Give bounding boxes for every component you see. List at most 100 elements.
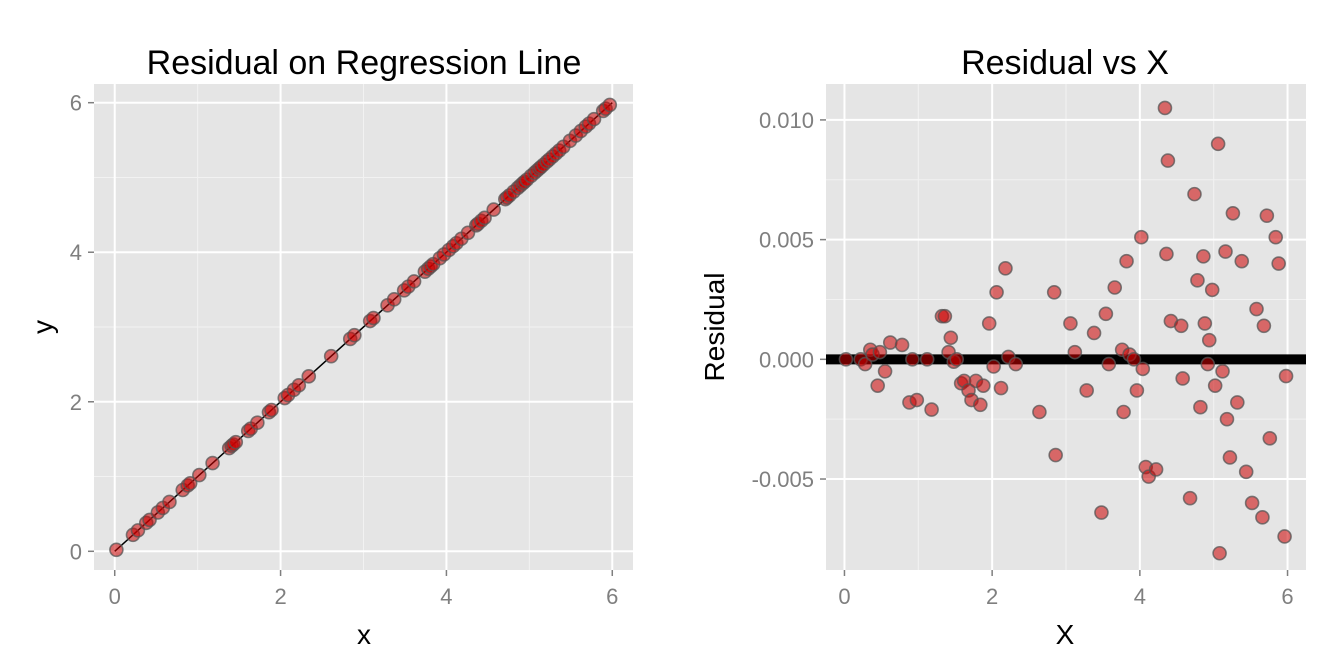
data-point (1259, 208, 1275, 223)
x-tick-label: 2 (986, 584, 998, 609)
data-point (986, 359, 1001, 374)
data-point (477, 210, 492, 226)
data-point (1126, 352, 1142, 367)
data-point (1048, 447, 1063, 463)
data-point (1008, 356, 1024, 372)
data-point (1086, 325, 1102, 341)
y-tick-label: 0.005 (759, 228, 814, 253)
data-point (1201, 332, 1217, 348)
data-point (998, 261, 1013, 276)
data-point (1222, 450, 1238, 465)
chart-title: Residual on Regression Line (147, 44, 582, 82)
data-point (586, 111, 602, 127)
data-point (1234, 253, 1250, 269)
tick-labels: 0 2 4 6 0.010 0.005 0.000 -0.005 (752, 108, 1294, 609)
data-point (386, 292, 402, 307)
data-point (1215, 363, 1230, 379)
grid-lines (94, 84, 633, 570)
y-tick-label: 6 (70, 91, 82, 116)
data-point (1129, 383, 1145, 398)
data-point (1271, 256, 1286, 271)
x-tick-label: 6 (1281, 584, 1293, 609)
residual-vs-x-panel: Residual vs X 0 2 4 60.0100.0050.000-0.005 … (699, 44, 1306, 650)
data-point (250, 415, 265, 431)
data-point (1262, 431, 1278, 446)
y-tick-label: 2 (70, 390, 82, 415)
data-point (949, 352, 965, 367)
data-point (973, 397, 988, 413)
data-point (872, 344, 888, 360)
chart-title: Residual vs X (961, 44, 1169, 82)
data-point (1079, 383, 1094, 398)
data-point (1119, 253, 1134, 269)
data-point (406, 274, 422, 289)
y-tick-label: 4 (70, 240, 82, 265)
data-point (943, 330, 959, 346)
x-axis-title: X (1056, 619, 1075, 650)
x-tick-label: 4 (440, 584, 452, 609)
data-point (1268, 229, 1284, 245)
data-point (894, 337, 910, 353)
y-axis-title: Residual (699, 273, 730, 382)
data-point (993, 380, 1009, 396)
data-point (937, 308, 953, 324)
y-tick-label: 0 (70, 539, 82, 564)
x-tick-label: 4 (1134, 584, 1146, 609)
data-point (1249, 301, 1264, 317)
data-point (1193, 399, 1208, 415)
x-tick-label: 2 (274, 584, 286, 609)
data-point (182, 475, 198, 491)
data-point (1182, 490, 1198, 506)
data-point (205, 455, 220, 471)
data-point (905, 352, 920, 367)
data-point (264, 402, 279, 418)
data-marks (826, 100, 1306, 561)
data-point (1238, 464, 1254, 480)
data-point (1212, 545, 1227, 561)
data-point (301, 369, 317, 384)
data-point (870, 378, 885, 393)
data-point (486, 202, 501, 217)
data-point (1219, 411, 1235, 427)
data-point (1175, 371, 1190, 386)
data-point (1218, 244, 1233, 259)
data-point (857, 356, 873, 372)
data-point (919, 352, 935, 367)
data-point (1094, 505, 1109, 520)
data-point (323, 348, 339, 364)
x-tick-label: 0 (838, 584, 850, 609)
data-point (1032, 404, 1047, 420)
y-axis-title: y (27, 320, 58, 334)
data-point (989, 284, 1004, 300)
data-point (1046, 284, 1062, 300)
x-axis-title: x (357, 619, 371, 650)
data-point (291, 378, 307, 393)
data-point (602, 97, 618, 113)
data-point (882, 335, 898, 350)
data-point (1277, 529, 1292, 544)
data-point (366, 310, 381, 326)
data-point (1160, 153, 1176, 168)
data-point (1101, 356, 1117, 372)
data-point (1255, 510, 1270, 525)
data-point (1107, 280, 1123, 295)
data-point (1244, 495, 1260, 511)
data-point (1173, 318, 1189, 334)
data-point (162, 494, 177, 510)
data-point (1196, 249, 1211, 264)
data-point (981, 316, 997, 331)
y-tick-label: -0.005 (752, 467, 814, 492)
data-marks (109, 97, 618, 558)
data-point (1063, 316, 1078, 331)
data-point (1067, 344, 1083, 360)
data-point (347, 327, 362, 343)
data-point (1204, 282, 1220, 298)
regression-line-panel: Residual on Regression Line 0 2 4 6 0 2 4 6 x y (27, 44, 633, 650)
data-point (975, 378, 991, 393)
x-tick-label: 0 (109, 584, 121, 609)
tick-labels: 0 2 4 6 0 2 4 6 (70, 91, 619, 609)
y-tick-label: 0.000 (759, 347, 814, 372)
data-point (838, 352, 854, 367)
data-point (1190, 273, 1205, 288)
